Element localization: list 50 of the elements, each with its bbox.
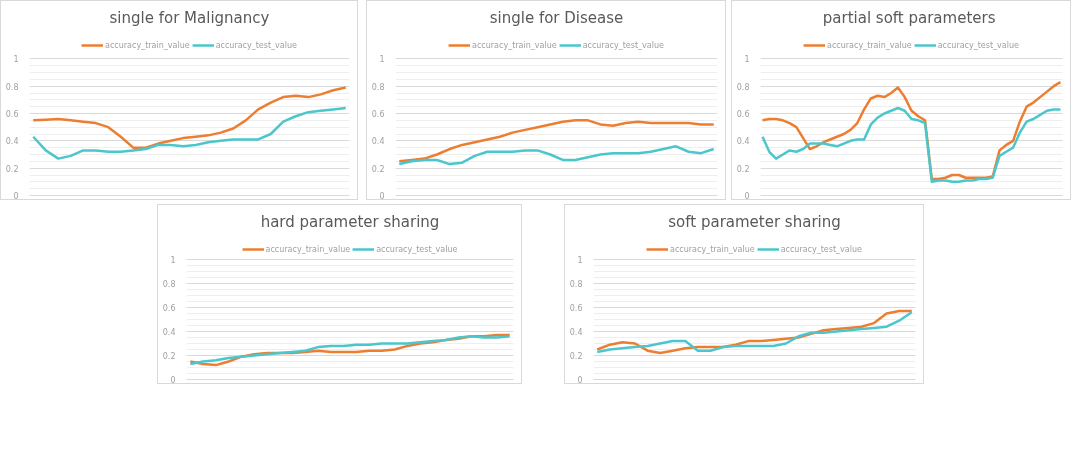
legend-label: accuracy_train_value bbox=[670, 244, 755, 254]
y-tick-label: 0.6 bbox=[569, 304, 583, 313]
y-tick-label: 0 bbox=[170, 376, 176, 385]
y-tick-label: 1 bbox=[744, 55, 750, 65]
chart-title: soft parameter sharing bbox=[668, 212, 841, 231]
chart-title: hard parameter sharing bbox=[260, 212, 440, 231]
y-tick-label: 0.8 bbox=[5, 82, 19, 92]
legend-label: accuracy_test_value bbox=[780, 244, 862, 254]
y-tick-label: 0.4 bbox=[371, 137, 385, 147]
y-tick-label: 0.4 bbox=[162, 328, 176, 337]
y-tick-label: 0.8 bbox=[736, 82, 750, 92]
y-tick-label: 0.2 bbox=[371, 164, 385, 174]
y-tick-label: 0.2 bbox=[569, 352, 583, 361]
y-tick-label: 0.6 bbox=[736, 110, 750, 119]
line-series bbox=[32, 86, 347, 149]
y-tick-label: 0.2 bbox=[162, 352, 176, 361]
line-series bbox=[398, 145, 715, 166]
legend-label: accuracy_test_value bbox=[215, 40, 297, 50]
y-tick-label: 1 bbox=[379, 55, 385, 65]
chart-title: single for Malignancy bbox=[109, 8, 270, 27]
legend-label: accuracy_train_value bbox=[105, 40, 190, 50]
legend-label: accuracy_test_value bbox=[582, 40, 664, 50]
y-tick-label: 0.8 bbox=[371, 82, 385, 92]
y-tick-label: 1 bbox=[170, 256, 176, 265]
y-tick-label: 0 bbox=[379, 192, 385, 201]
chart-title: single for Disease bbox=[489, 8, 624, 27]
line-series bbox=[761, 106, 1062, 184]
y-tick-label: 1 bbox=[13, 55, 19, 65]
line-series bbox=[32, 106, 347, 160]
legend-label: accuracy_test_value bbox=[376, 244, 458, 254]
legend-label: accuracy_train_value bbox=[265, 244, 351, 254]
line-series bbox=[398, 119, 715, 163]
y-tick-label: 0.6 bbox=[162, 304, 176, 313]
legend-label: accuracy_train_value bbox=[827, 40, 912, 50]
y-tick-label: 1 bbox=[577, 256, 583, 265]
chart-title: partial soft parameters bbox=[822, 8, 996, 27]
y-tick-label: 0 bbox=[577, 376, 583, 385]
y-tick-label: 0.8 bbox=[162, 280, 176, 289]
y-tick-label: 0.6 bbox=[371, 110, 385, 119]
y-tick-label: 0.6 bbox=[5, 110, 19, 119]
legend-label: accuracy_test_value bbox=[937, 40, 1019, 50]
y-tick-label: 0 bbox=[13, 192, 19, 201]
y-tick-label: 0.2 bbox=[736, 164, 750, 174]
legend-label: accuracy_train_value bbox=[472, 40, 557, 50]
y-tick-label: 0.8 bbox=[569, 280, 583, 289]
y-tick-label: 0.2 bbox=[5, 164, 19, 174]
y-tick-label: 0.4 bbox=[569, 328, 583, 337]
y-tick-label: 0 bbox=[744, 192, 750, 201]
y-tick-label: 0.4 bbox=[5, 137, 19, 147]
y-tick-label: 0.4 bbox=[736, 137, 750, 147]
